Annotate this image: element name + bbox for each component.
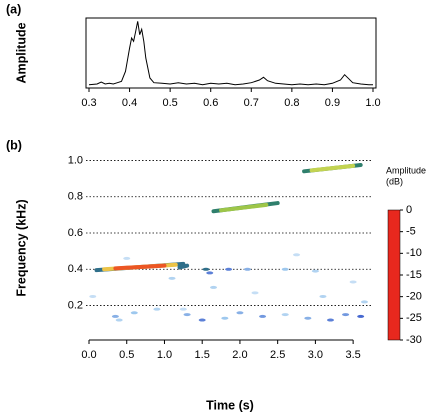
spectral-spot	[183, 313, 191, 317]
colorbar-tick-label: -30	[406, 334, 422, 346]
colorbar-tick-label: -5	[406, 226, 416, 238]
y-tick-label: 0.4	[68, 263, 83, 275]
x-tick-label: 0.9	[325, 97, 340, 109]
spectral-spot	[202, 267, 210, 271]
x-axis-label: Time (s)	[206, 398, 254, 412]
spectral-spot	[319, 294, 327, 298]
waveform	[88, 21, 373, 86]
spectral-spot	[198, 318, 206, 322]
spectral-spot	[115, 318, 123, 322]
x-tick-label: 3.0	[308, 349, 323, 361]
spectral-spot	[360, 300, 368, 304]
colorbar-tick-label: -20	[406, 291, 422, 303]
y-tick-label: 0.8	[68, 191, 83, 203]
spectral-spot	[210, 285, 218, 289]
x-tick-label: 1.5	[195, 349, 210, 361]
y-axis-label: Amplitude	[14, 22, 28, 83]
spectral-spot	[179, 307, 187, 311]
spectral-spot	[168, 276, 176, 280]
spectral-spot	[153, 307, 161, 311]
y-tick-label: 0.6	[68, 227, 83, 239]
colorbar-tick-label: -10	[406, 247, 422, 259]
y-tick-label: 1.0	[68, 154, 83, 166]
x-tick-label: 0.3	[81, 97, 96, 109]
y-axis-label: Frequency (kHz)	[14, 199, 28, 296]
x-tick-label: 3.5	[345, 349, 360, 361]
harmonic-streak	[177, 263, 190, 270]
x-tick-label: 2.0	[232, 349, 247, 361]
spectral-spot	[236, 311, 244, 315]
colorbar-title: (dB)	[386, 176, 403, 186]
y-tick-label: 0.2	[68, 299, 83, 311]
spectral-spot	[281, 313, 289, 317]
x-tick-label: 0.4	[122, 97, 137, 109]
x-tick-label: 1.0	[157, 349, 172, 361]
x-tick-label: 0.5	[162, 97, 177, 109]
colorbar	[387, 209, 401, 341]
x-tick-label: 0.7	[244, 97, 259, 109]
spectral-spot	[304, 316, 312, 320]
x-tick-label: 0.5	[119, 349, 134, 361]
spectral-spot	[281, 267, 289, 271]
spectral-spot	[89, 294, 97, 298]
colorbar-tick-label: -25	[406, 312, 422, 324]
harmonic-streak	[113, 263, 167, 271]
spectral-spot	[349, 280, 357, 284]
x-tick-label: 1.0	[365, 97, 380, 109]
spectral-spot	[259, 314, 267, 318]
spectral-spot	[123, 256, 131, 260]
plot-frame	[85, 17, 377, 89]
spectral-spot	[326, 318, 334, 322]
colorbar-tick-label: 0	[406, 204, 412, 216]
spectral-spot	[243, 267, 251, 271]
x-tick-label: 0.8	[284, 97, 299, 109]
x-tick-label: 0.6	[203, 97, 218, 109]
spectral-spot	[221, 316, 229, 320]
harmonic-streak	[309, 163, 356, 173]
spectral-spot	[130, 311, 138, 315]
harmonic-streak	[219, 202, 269, 213]
spectral-spot	[357, 314, 365, 318]
x-tick-label: 0.0	[81, 349, 96, 361]
x-tick-label: 2.5	[270, 349, 285, 361]
spectral-spot	[293, 253, 301, 257]
spectral-spot	[111, 314, 119, 318]
panel-label: (a)	[6, 2, 21, 16]
panel-label: (b)	[6, 138, 22, 152]
spectral-spot	[206, 271, 214, 275]
colorbar-title: Amplitude	[386, 165, 426, 175]
spectral-spot	[342, 313, 350, 317]
spectral-spot	[225, 267, 233, 271]
colorbar-tick-label: -15	[406, 269, 422, 281]
spectral-spot	[251, 291, 259, 295]
spectral-spot	[311, 269, 319, 273]
